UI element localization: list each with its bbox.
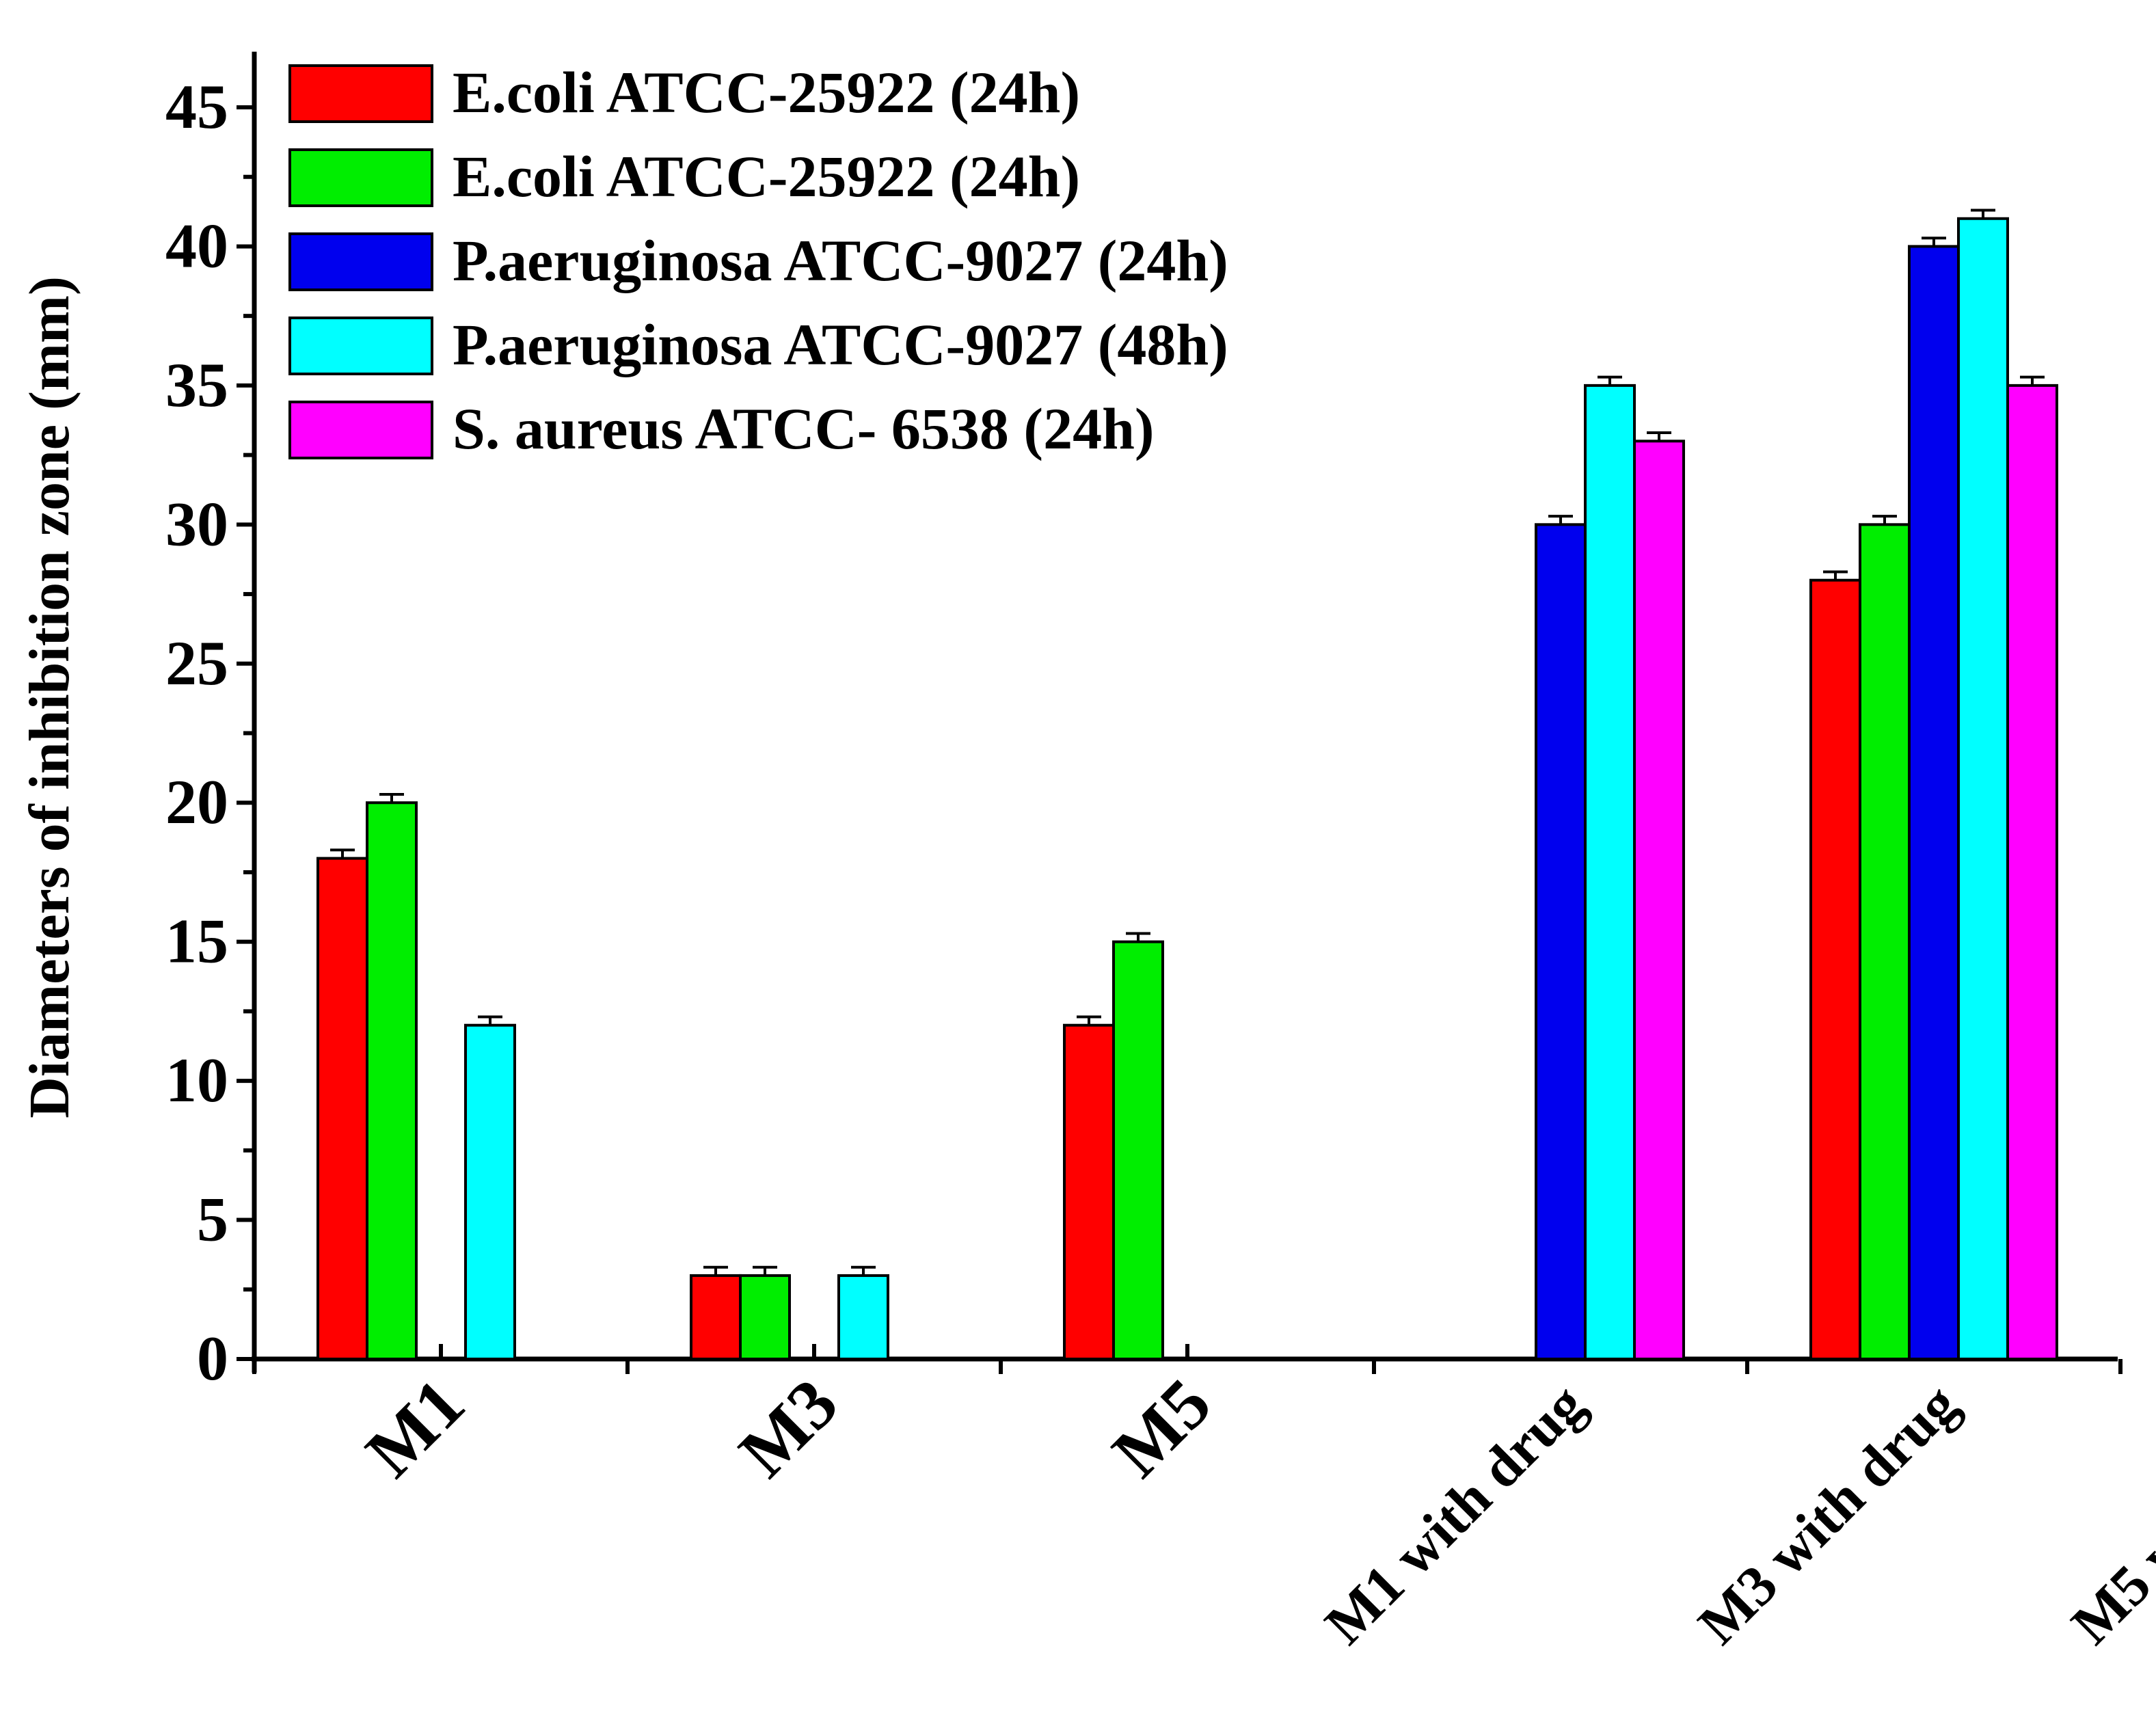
y-tick-label: 15 xyxy=(165,906,228,976)
x-tick-label: M1 xyxy=(351,1364,480,1492)
legend: E.coli ATCC-25922 (24h) E.coli ATCC-25922… xyxy=(288,59,1228,461)
y-axis-label: Diameters of inhibition zone (mm) xyxy=(18,276,81,1118)
x-tick-label: M5 xyxy=(1098,1364,1226,1492)
bar xyxy=(1859,523,1911,1360)
y-tick-label: 0 xyxy=(197,1323,228,1393)
bar xyxy=(739,1274,791,1361)
legend-label: E.coli ATCC-25922 (24h) xyxy=(453,59,1080,125)
bar xyxy=(464,1023,516,1360)
legend-label: S. aureus ATCC- 6538 (24h) xyxy=(453,396,1155,461)
bar xyxy=(366,801,418,1360)
legend-swatch xyxy=(288,401,433,459)
bar xyxy=(1957,217,2009,1360)
legend-swatch xyxy=(288,148,433,207)
bar xyxy=(1809,578,1861,1361)
bar xyxy=(837,1274,889,1361)
y-tick-label: 45 xyxy=(165,72,228,142)
y-tick-label: 40 xyxy=(165,211,228,280)
legend-swatch xyxy=(288,64,433,123)
bar xyxy=(1633,440,1685,1360)
bar xyxy=(2006,384,2058,1360)
x-tick-label: M1 with drug xyxy=(1313,1373,1598,1657)
bar xyxy=(690,1274,742,1361)
y-tick-label: 35 xyxy=(165,350,228,420)
bar xyxy=(1063,1023,1115,1360)
bars xyxy=(316,208,2058,1361)
legend-label: P.aeruginosa ATCC-9027 (24h) xyxy=(453,228,1228,293)
legend-swatch xyxy=(288,232,433,291)
y-tick-label: 20 xyxy=(165,767,228,837)
bar xyxy=(1535,523,1587,1360)
y-tick-label: 10 xyxy=(165,1045,228,1115)
y-tick-label: 25 xyxy=(165,628,228,698)
bar xyxy=(1584,384,1636,1360)
y-tick-label: 5 xyxy=(197,1185,228,1254)
x-tick-label: M5 with drug xyxy=(2060,1373,2156,1657)
y-tick-label: 30 xyxy=(165,489,228,559)
x-tick-label: M3 xyxy=(725,1364,853,1492)
bar xyxy=(316,857,368,1360)
x-tick-label: M3 with drug xyxy=(1686,1373,1971,1657)
legend-label: E.coli ATCC-25922 (24h) xyxy=(453,144,1080,209)
legend-swatch xyxy=(288,317,433,375)
legend-label: P.aeruginosa ATCC-9027 (48h) xyxy=(453,312,1228,377)
bar xyxy=(1112,940,1164,1360)
bar xyxy=(1908,245,1960,1360)
